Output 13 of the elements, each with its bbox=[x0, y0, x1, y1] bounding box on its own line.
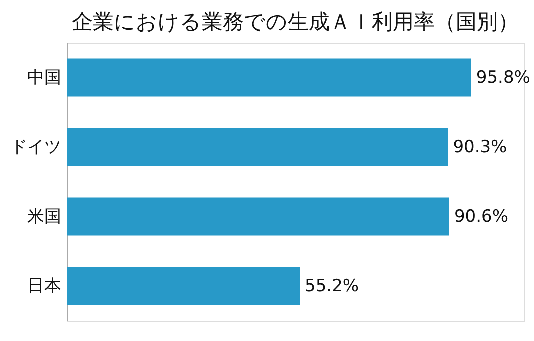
chart-title: 企業における業務での生成ＡＩ利用率（国別） bbox=[72, 10, 519, 34]
bar bbox=[67, 267, 300, 306]
bar bbox=[67, 128, 448, 166]
y-tick-label: 米国 bbox=[28, 206, 62, 227]
y-tick-label: 日本 bbox=[28, 276, 62, 296]
bar bbox=[67, 58, 472, 97]
data-label: 90.6% bbox=[454, 206, 508, 227]
data-label: 55.2% bbox=[305, 276, 360, 296]
data-label: 95.8% bbox=[476, 68, 530, 88]
bar bbox=[67, 198, 450, 236]
data-label: 90.3% bbox=[453, 137, 508, 158]
y-tick-label: ドイツ bbox=[10, 137, 62, 158]
y-tick-label: 中国 bbox=[28, 68, 62, 88]
